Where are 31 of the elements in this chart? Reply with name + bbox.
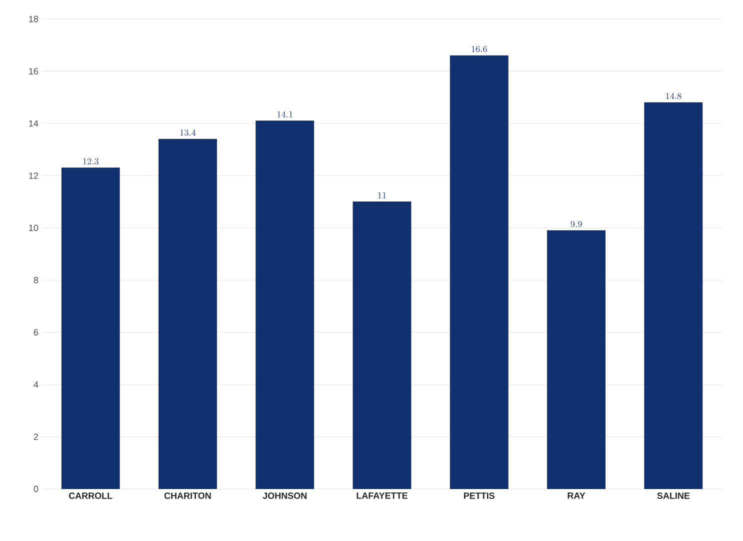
bar (61, 168, 120, 489)
x-tick-label: CARROLL (68, 492, 112, 499)
bar (158, 139, 217, 489)
y-tick-label: 0 (34, 486, 38, 492)
data-label: 13.4 (180, 129, 196, 136)
bar (547, 230, 606, 489)
bar (352, 202, 412, 489)
y-tick-label: 2 (34, 434, 38, 440)
data-label: 14.8 (666, 92, 682, 100)
data-label: 9.9 (570, 220, 582, 228)
data-label: 14. 1 (277, 111, 292, 118)
y-tick-label: 8 (34, 276, 38, 284)
data-label: 16.6 (472, 46, 487, 52)
bar (256, 120, 314, 489)
y-tick-label: 10 (29, 224, 38, 232)
y-tick-label: 12 (29, 172, 38, 179)
y-tick-label: 6 (34, 329, 38, 336)
bar (450, 55, 508, 489)
data-label: 11 (378, 192, 386, 198)
x-tick-label: RAY (568, 492, 586, 499)
y-tick-label: 18 (29, 16, 38, 22)
y-tick-label: 14 (29, 120, 38, 127)
x-tick-label: CHARITON (164, 492, 211, 499)
y-tick-label: 16 (29, 68, 38, 74)
x-tick-label: JOHNSON (262, 492, 307, 499)
x-tick-label: PETTIS (464, 492, 495, 499)
data-label: 12.3 (83, 158, 98, 164)
x-tick-label: SALINE (657, 492, 690, 499)
x-tick-label: LAFAYETTE (356, 492, 408, 499)
y-tick-label: 4 (34, 381, 38, 388)
bar (644, 102, 703, 489)
